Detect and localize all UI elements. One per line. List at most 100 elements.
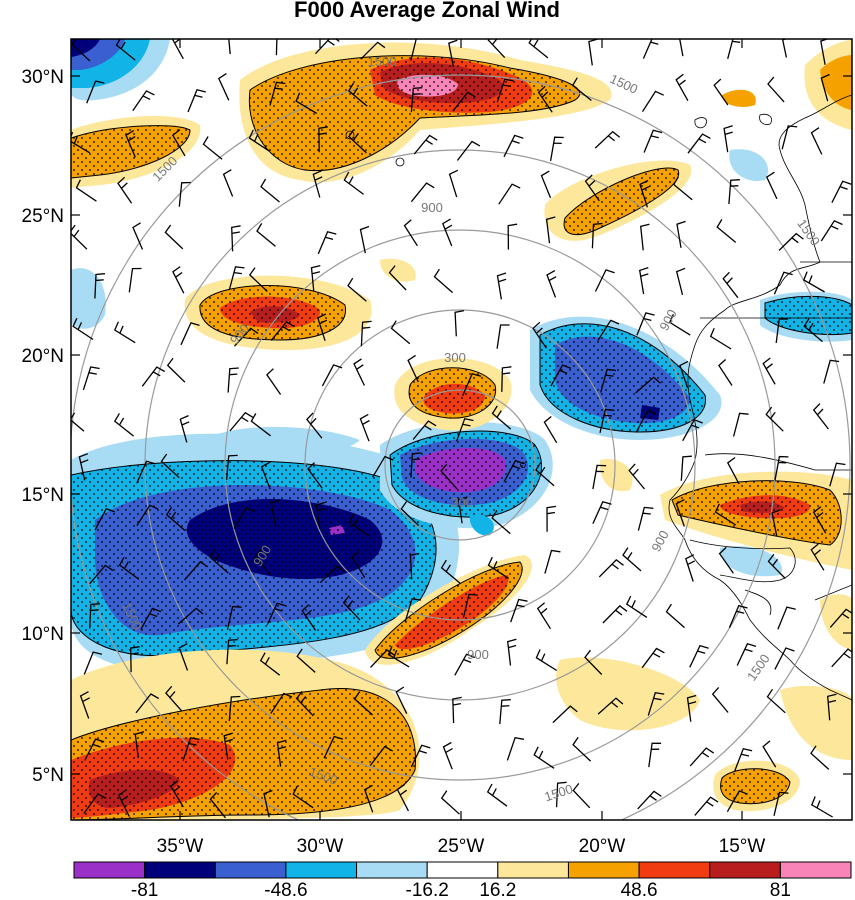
wind-barb: [496, 272, 507, 300]
colorbar-box-0: [73, 861, 146, 879]
wind-barb: [84, 738, 105, 761]
westerly-band-11n: [365, 555, 532, 665]
wind-barb: [457, 496, 468, 524]
wind-barb: [802, 271, 825, 293]
wind-barb: [132, 222, 144, 250]
wind-barb: [584, 174, 600, 202]
wind-barb: [682, 418, 703, 442]
wind-barb: [723, 125, 733, 153]
wind-barb: [726, 456, 740, 485]
wind-barb: [256, 223, 276, 247]
wind-barb: [810, 127, 823, 155]
wind-barb: [549, 136, 564, 162]
wind-barb: [231, 225, 241, 252]
wind-barb: [433, 268, 454, 294]
wind-barb: [403, 219, 418, 247]
wind-barb: [625, 595, 648, 618]
wind-barb: [295, 92, 318, 114]
wind-barb: [209, 792, 227, 819]
easterly-patch-ne: [760, 291, 852, 342]
wind-barb: [592, 464, 607, 490]
wind-barb: [635, 376, 661, 394]
westerly-band-25n: [544, 160, 692, 241]
wind-barb: [118, 556, 140, 580]
lon-label-20w: 20°W: [579, 836, 626, 857]
wind-barb: [532, 321, 547, 349]
wind-barb: [648, 742, 662, 768]
wind-barb: [321, 364, 343, 387]
colorbar-label-4: 48.6: [621, 880, 658, 900]
westerly-northeast: [722, 40, 852, 130]
lat-label-15n: 15°N: [22, 485, 64, 506]
colorbar-box-2: [214, 861, 287, 879]
wind-barb: [679, 360, 689, 389]
wind-barb: [315, 501, 326, 529]
wind-barb: [718, 546, 734, 574]
wind-barb: [413, 134, 438, 155]
wind-barb: [71, 224, 88, 250]
wind-barb: [343, 171, 364, 195]
wind-barb: [762, 740, 777, 768]
wind-barb: [369, 745, 394, 766]
wind-barb: [767, 76, 785, 103]
wind-barb: [546, 505, 556, 532]
wind-barb: [803, 318, 823, 343]
wind-barb: [812, 403, 829, 430]
wind-barb: [831, 648, 852, 668]
westerly-northwest: [71, 115, 201, 188]
wind-barb: [537, 85, 553, 113]
wind-barb: [728, 604, 748, 629]
wind-barb: [491, 510, 511, 535]
wind-barb: [774, 647, 795, 670]
wind-barb: [410, 182, 435, 203]
wind-barb: [676, 220, 686, 248]
lat-label-10n: 10°N: [22, 624, 64, 645]
wind-barb: [390, 320, 411, 345]
wind-barb: [410, 39, 417, 61]
wind-barb: [136, 460, 156, 484]
wind-barb: [136, 504, 159, 526]
wind-barb: [540, 170, 552, 199]
wind-barb: [323, 735, 343, 759]
wind-barb: [638, 266, 649, 295]
wind-barb: [736, 643, 757, 666]
wind-barb: [812, 506, 827, 534]
wind-barb: [592, 501, 612, 524]
wind-barb: [113, 321, 136, 344]
wind-barb: [728, 179, 740, 205]
wind-barb: [228, 39, 231, 55]
wind-barb: [410, 452, 422, 478]
wind-barb: [172, 266, 185, 294]
wind-barb: [550, 364, 572, 387]
wind-barb: [270, 321, 295, 341]
lon-label-15w: 15°W: [719, 836, 766, 857]
wind-barb: [180, 322, 200, 346]
colorbar-label-3: 16.2: [479, 880, 516, 900]
wind-barb: [319, 565, 345, 584]
wind-barb: [694, 796, 719, 816]
wind-barb: [442, 741, 453, 770]
wind-barb: [503, 134, 524, 158]
wind-barb: [266, 602, 286, 626]
wind-barb: [410, 744, 431, 768]
wind-barb: [353, 358, 365, 386]
wind-barb: [544, 549, 561, 574]
wind-barb: [115, 39, 136, 61]
wind-barb: [312, 170, 323, 198]
wind-barb: [83, 793, 107, 814]
wind-barb: [628, 463, 646, 490]
wind-barb: [410, 87, 423, 113]
wind-barb: [409, 552, 420, 580]
wind-barb: [454, 309, 465, 337]
wind-barb: [260, 178, 280, 203]
wind-barb: [260, 461, 271, 490]
wind-barb: [642, 39, 662, 59]
wind-barb: [360, 41, 386, 60]
wind-barb: [709, 327, 732, 350]
wind-barb: [177, 607, 204, 625]
wind-barb: [588, 39, 598, 66]
wind-barb: [179, 415, 190, 443]
wind-barb: [643, 129, 663, 153]
wind-barb: [164, 224, 184, 250]
tick-marks: [71, 39, 852, 820]
